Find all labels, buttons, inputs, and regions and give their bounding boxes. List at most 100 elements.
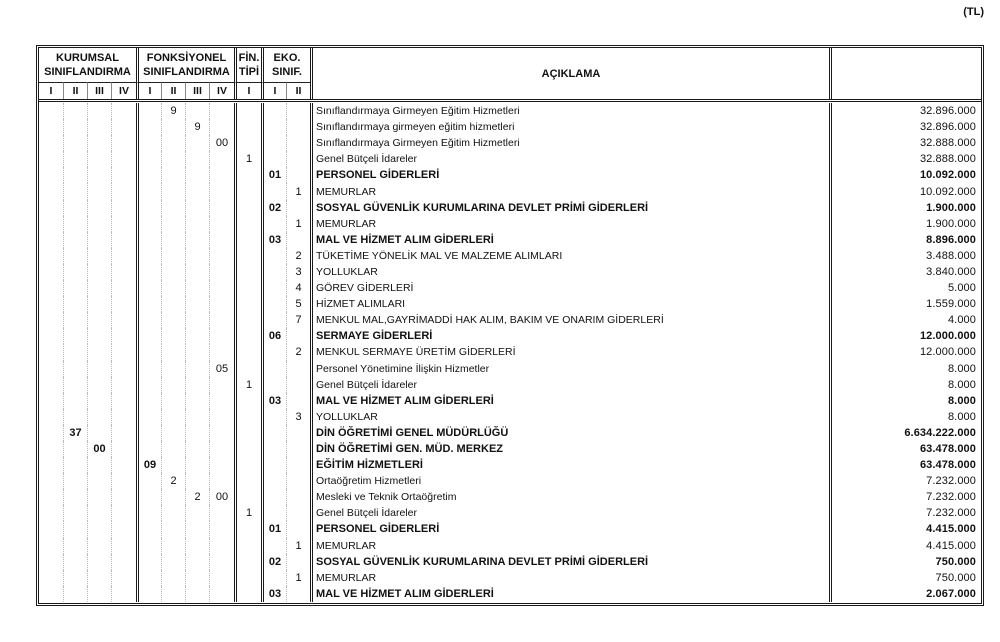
kurumsal-4-cell [111,151,136,168]
fonksiyonel-4-cell [209,280,234,297]
aciklama-cell: MAL VE HİZMET ALIM GİDERLERİ [310,392,829,409]
kurumsal-3-cell [87,569,111,586]
fonksiyonel-2-cell [161,585,185,602]
fonksiyonel-4-cell [209,521,234,538]
fonksiyonel-1-cell [136,167,161,184]
aciklama-cell: SERMAYE GİDERLERİ [310,328,829,345]
fonksiyonel-1-cell [136,440,161,458]
fonksiyonel-2-cell [161,457,185,474]
table-row: 02 SOSYAL GÜVENLİK KURUMLARINA DEVLET PR… [39,553,981,570]
fin-tipi-cell [234,585,261,602]
fin-header-line2: TİPİ [238,66,260,78]
fonksiyonel-4-cell [209,553,234,570]
fin-tipi-cell [234,569,261,586]
fonksiyonel-3-cell [185,473,209,490]
eko-2-cell [286,151,310,168]
amount-cell: 7.232.000 [829,489,981,506]
kurumsal-4-cell [111,328,136,345]
kurumsal-1-cell [39,296,63,312]
amount-cell: 63.478.000 [829,440,981,458]
kurumsal-4-cell [111,360,136,377]
kurumsal-1-cell [39,393,63,409]
eko-2-cell [286,489,310,506]
fonksiyonel-level-3-header: III [185,82,209,99]
fonksiyonel-1-cell [136,151,161,168]
amount-cell: 8.000 [829,408,981,425]
eko-header-line1: EKO. [273,52,301,64]
table-row: 7 MENKUL MAL,GAYRİMADDİ HAK ALIM, BAKIM … [39,312,981,329]
fonksiyonel-3-cell [185,183,209,200]
kurumsal-1-cell [39,232,63,248]
kurumsal-2-cell [63,151,87,168]
kurumsal-4-cell [111,344,136,361]
eko-2-cell: 1 [286,537,310,554]
table-row: 03 MAL VE HİZMET ALIM GİDERLERİ 2.067.00… [39,585,981,602]
fonksiyonel-2-cell [161,135,185,152]
aciklama-cell: YOLLUKLAR [310,263,829,281]
fonksiyonel-1-cell [136,585,161,602]
fonksiyonel-header-line1: FONKSİYONEL [146,52,227,64]
eko-1-cell [261,344,286,361]
kurumsal-3-cell [87,328,111,345]
fonksiyonel-4-cell [209,457,234,474]
kurumsal-3-cell [87,103,111,120]
fonksiyonel-2-cell [161,553,185,570]
kurumsal-1-cell [39,521,63,537]
kurumsal-siniflandirma-header: KURUMSAL SINIFLANDIRMA [39,48,136,82]
eko-1-cell [261,263,286,281]
fonksiyonel-2-cell [161,360,185,377]
amount-cell: 8.896.000 [829,231,981,248]
kurumsal-4-cell [111,199,136,216]
fonksiyonel-1-cell [136,263,161,281]
kurumsal-3-cell [87,457,111,474]
eko-2-cell [286,521,310,538]
aciklama-cell: Genel Bütçeli İdareler [310,505,829,522]
aciklama-cell: Sınıflandırmaya Girmeyen Eğitim Hizmetle… [310,135,829,152]
kurumsal-4-cell [111,119,136,136]
fin-tipi-cell [234,360,261,377]
kurumsal-4-cell [111,553,136,570]
fin-tipi-cell [234,328,261,345]
kurumsal-2-cell [63,199,87,216]
fin-tipi-cell [234,473,261,490]
fonksiyonel-2-cell [161,199,185,216]
kurumsal-2-cell [63,473,87,490]
table-row: 09 EĞİTİM HİZMETLERİ 63.478.000 [39,457,981,474]
kurumsal-4-cell [111,505,136,522]
kurumsal-2-cell [63,328,87,345]
fonksiyonel-level-4-header: IV [209,82,234,99]
fonksiyonel-3-cell [185,424,209,441]
fonksiyonel-3-cell [185,328,209,345]
eko-2-cell [286,360,310,377]
fonksiyonel-4-cell [209,312,234,329]
aciklama-cell: TÜKETİME YÖNELİK MAL VE MALZEME ALIMLARI [310,247,829,264]
kurumsal-1-cell [39,457,63,473]
fonksiyonel-4-cell [209,296,234,313]
kurumsal-level-2-header: II [63,82,87,99]
table-row: 37 DİN ÖĞRETİMİ GENEL MÜDÜRLÜĞÜ 6.634.22… [39,424,981,441]
eko-2-cell: 1 [286,183,310,200]
amount-cell: 7.232.000 [829,473,981,490]
fonksiyonel-2-cell [161,183,185,200]
kurumsal-4-cell [111,585,136,602]
fonksiyonel-2-cell [161,328,185,345]
kurumsal-3-cell [87,424,111,441]
fonksiyonel-4-cell: 05 [209,360,234,377]
kurumsal-3-cell [87,392,111,409]
aciklama-cell: HİZMET ALIMLARI [310,296,829,313]
fin-tipi-cell [234,553,261,570]
table-row: 3 YOLLUKLAR 8.000 [39,408,981,425]
fonksiyonel-1-cell [136,408,161,425]
amount-column-header [829,48,981,99]
amount-cell: 3.840.000 [829,263,981,281]
eko-1-cell [261,312,286,329]
aciklama-cell: Ortaöğretim Hizmetleri [310,473,829,490]
fonksiyonel-4-cell [209,103,234,120]
kurumsal-3-cell [87,280,111,297]
kurumsal-3-cell [87,119,111,136]
kurumsal-1-cell [39,473,63,489]
fonksiyonel-1-cell [136,392,161,409]
kurumsal-level-1-header: I [39,82,63,99]
fonksiyonel-3-cell [185,103,209,120]
table-row: 01 PERSONEL GİDERLERİ 4.415.000 [39,521,981,538]
